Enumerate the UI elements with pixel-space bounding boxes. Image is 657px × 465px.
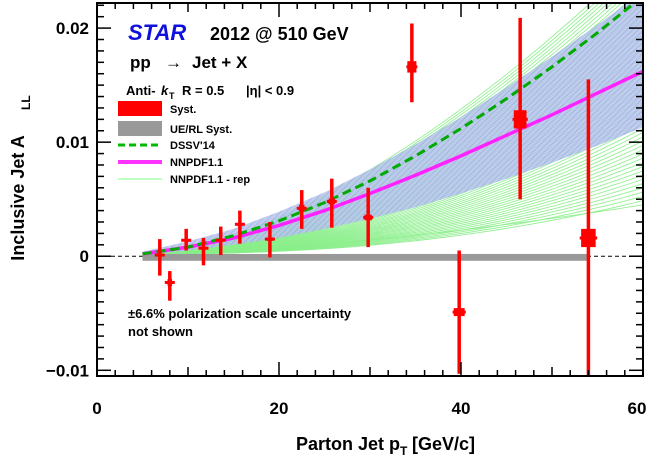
x-tick-label: 40 <box>452 399 471 418</box>
y-tick-label: −0.01 <box>46 361 89 380</box>
jet-algorithm-k: k <box>161 83 169 98</box>
legend-swatch-syst <box>118 101 162 116</box>
legend: Syst. UE/RL Syst. DSSV'14 NNPDF1.1 NNPDF… <box>118 101 250 186</box>
x-axis-title-subscript: T <box>400 444 408 458</box>
replica-curve <box>142 127 643 255</box>
x-axis-title: Parton Jet p <box>296 434 400 454</box>
legend-label-syst: Syst. <box>170 104 196 116</box>
ue-rl-systematic-band <box>142 253 589 261</box>
replica-curve <box>142 149 643 255</box>
title-energy: 2012 @ 510 GeV <box>210 24 349 44</box>
y-axis-title-subscript: LL <box>19 95 33 110</box>
y-tick-label: 0.02 <box>56 19 89 38</box>
polarization-note-line1: ±6.6% polarization scale uncertainty <box>128 306 352 321</box>
replica-curve <box>142 166 643 255</box>
y-axis-title: Inclusive Jet A <box>8 135 28 260</box>
data-points <box>154 17 598 376</box>
legend-swatch-ue-rl <box>118 121 162 136</box>
process-final: Jet + X <box>192 53 248 72</box>
y-tick-label: 0 <box>80 247 89 266</box>
axis-ticks <box>96 3 644 376</box>
replica-curve <box>142 187 643 255</box>
legend-label-replicas: NNPDF1.1 - rep <box>170 174 250 186</box>
eta-cut: |η| < 0.9 <box>246 83 294 98</box>
y-tick-label: 0.01 <box>56 133 89 152</box>
process-initial: pp <box>130 53 151 72</box>
nnpdf11-curve <box>142 69 643 256</box>
x-tick-label: 20 <box>270 399 289 418</box>
legend-label-nnpdf: NNPDF1.1 <box>170 157 223 169</box>
polarization-note-line2: not shown <box>128 324 193 339</box>
x-tick-label: 0 <box>92 399 101 418</box>
nnpdf-uncertainty-band <box>142 3 643 256</box>
x-tick-label: 60 <box>628 399 647 418</box>
dssv14-curve <box>142 3 637 256</box>
jet-algorithm-prefix: Anti- <box>126 83 156 98</box>
jet-radius: R = 0.5 <box>182 83 224 98</box>
experiment-label: STAR <box>128 20 186 45</box>
jet-algorithm-k-subscript: T <box>169 91 175 101</box>
x-axis-title-unit: [GeV/c] <box>412 434 475 454</box>
legend-label-dssv: DSSV'14 <box>170 140 216 152</box>
legend-label-ue-rl: UE/RL Syst. <box>170 124 232 136</box>
process-arrow: → <box>165 53 182 72</box>
